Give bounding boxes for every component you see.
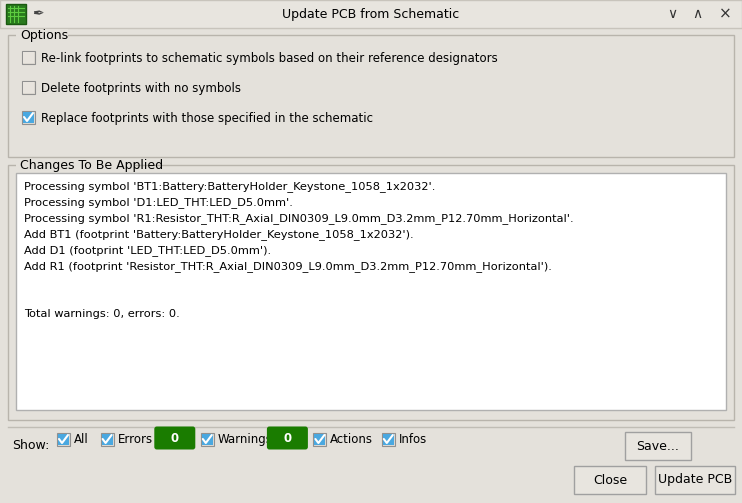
Text: ×: ×: [718, 7, 732, 22]
Bar: [574, 466, 646, 494]
Text: Changes To Be Applied: Changes To Be Applied: [20, 159, 163, 172]
Bar: [202, 434, 213, 445]
Text: Warnings: Warnings: [218, 433, 272, 446]
Text: Add D1 (footprint 'LED_THT:LED_D5.0mm').: Add D1 (footprint 'LED_THT:LED_D5.0mm').: [24, 245, 271, 256]
Text: Show:: Show:: [12, 439, 50, 452]
Bar: [23, 52, 34, 63]
Bar: [201, 433, 214, 446]
Text: Update PCB: Update PCB: [658, 473, 732, 486]
Bar: [6, 4, 26, 24]
Bar: [8, 165, 734, 420]
Text: 0: 0: [283, 432, 292, 445]
Text: Processing symbol 'D1:LED_THT:LED_D5.0mm'.: Processing symbol 'D1:LED_THT:LED_D5.0mm…: [24, 197, 293, 208]
Bar: [22, 111, 35, 124]
Bar: [22, 81, 35, 94]
Bar: [23, 112, 34, 123]
Bar: [655, 466, 735, 494]
Text: Add R1 (footprint 'Resistor_THT:R_Axial_DIN0309_L9.0mm_D3.2mm_P12.70mm_Horizonta: Add R1 (footprint 'Resistor_THT:R_Axial_…: [24, 261, 552, 272]
Text: ∧: ∧: [692, 7, 702, 21]
Bar: [0, 0, 742, 28]
Text: Save...: Save...: [637, 440, 680, 453]
Text: Close: Close: [593, 473, 627, 486]
Bar: [625, 432, 691, 460]
Text: Add BT1 (footprint 'Battery:BatteryHolder_Keystone_1058_1x2032').: Add BT1 (footprint 'Battery:BatteryHolde…: [24, 229, 413, 240]
Text: Delete footprints with no symbols: Delete footprints with no symbols: [41, 82, 241, 95]
Text: Options: Options: [20, 29, 68, 42]
Bar: [313, 433, 326, 446]
Bar: [16, 173, 726, 410]
Bar: [0, 464, 742, 503]
FancyBboxPatch shape: [267, 427, 308, 450]
Text: Update PCB from Schematic: Update PCB from Schematic: [283, 8, 459, 21]
Text: Infos: Infos: [398, 433, 427, 446]
Bar: [16, 29, 68, 41]
Bar: [315, 434, 326, 445]
Text: Re-link footprints to schematic symbols based on their reference designators: Re-link footprints to schematic symbols …: [41, 52, 498, 65]
Text: ✒: ✒: [32, 7, 44, 21]
Bar: [8, 35, 734, 157]
Text: All: All: [74, 433, 89, 446]
Bar: [23, 82, 34, 93]
Bar: [101, 433, 114, 446]
Bar: [382, 433, 395, 446]
Text: 0: 0: [171, 432, 179, 445]
Bar: [102, 434, 113, 445]
Bar: [22, 51, 35, 64]
Text: Actions: Actions: [330, 433, 373, 446]
Bar: [383, 434, 394, 445]
Text: ∨: ∨: [667, 7, 677, 21]
Text: Total warnings: 0, errors: 0.: Total warnings: 0, errors: 0.: [24, 309, 180, 319]
Bar: [0, 427, 742, 469]
Bar: [16, 159, 134, 171]
Bar: [57, 433, 70, 446]
Text: Processing symbol 'R1:Resistor_THT:R_Axial_DIN0309_L9.0mm_D3.2mm_P12.70mm_Horizo: Processing symbol 'R1:Resistor_THT:R_Axi…: [24, 213, 574, 224]
Text: Processing symbol 'BT1:Battery:BatteryHolder_Keystone_1058_1x2032'.: Processing symbol 'BT1:Battery:BatteryHo…: [24, 181, 436, 192]
Text: Errors: Errors: [117, 433, 153, 446]
FancyBboxPatch shape: [154, 427, 195, 450]
Bar: [58, 434, 69, 445]
Text: Replace footprints with those specified in the schematic: Replace footprints with those specified …: [41, 112, 373, 125]
